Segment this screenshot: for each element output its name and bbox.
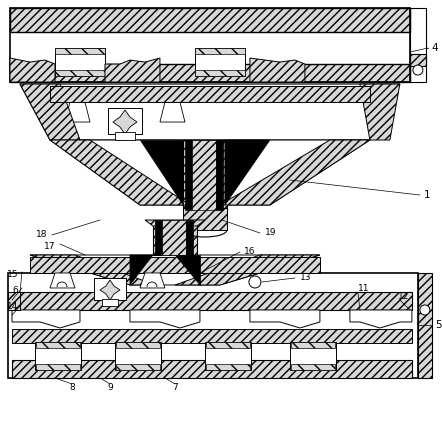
- Circle shape: [420, 305, 430, 315]
- Polygon shape: [220, 140, 370, 205]
- Polygon shape: [225, 140, 270, 205]
- Text: 8: 8: [69, 383, 75, 392]
- Bar: [12, 329, 412, 343]
- Polygon shape: [20, 84, 80, 140]
- Text: 4: 4: [432, 43, 438, 53]
- Polygon shape: [160, 102, 185, 122]
- Polygon shape: [140, 140, 183, 205]
- Bar: [36, 342, 80, 348]
- Text: 5: 5: [435, 320, 442, 330]
- Polygon shape: [30, 255, 320, 285]
- Text: 11: 11: [358, 285, 370, 293]
- Bar: [195, 48, 245, 54]
- Polygon shape: [145, 220, 205, 226]
- Polygon shape: [350, 310, 412, 328]
- Bar: [35, 342, 81, 370]
- Bar: [102, 299, 118, 306]
- Bar: [94, 278, 126, 300]
- Text: 14: 14: [7, 302, 18, 312]
- Polygon shape: [250, 310, 320, 328]
- Bar: [108, 108, 142, 134]
- Bar: [216, 140, 223, 210]
- Polygon shape: [50, 140, 190, 205]
- Bar: [185, 140, 192, 210]
- Bar: [116, 364, 160, 370]
- Polygon shape: [65, 102, 90, 122]
- Polygon shape: [12, 310, 80, 328]
- Bar: [10, 8, 410, 32]
- Polygon shape: [140, 273, 165, 288]
- Text: 19: 19: [265, 228, 276, 238]
- Bar: [195, 48, 245, 76]
- Text: 15: 15: [7, 271, 18, 279]
- Bar: [50, 86, 370, 102]
- Text: 1: 1: [424, 190, 431, 200]
- Bar: [8, 273, 418, 378]
- Bar: [30, 257, 320, 273]
- Bar: [410, 54, 426, 66]
- Polygon shape: [10, 58, 55, 82]
- Bar: [183, 208, 227, 230]
- Bar: [206, 342, 250, 348]
- Bar: [410, 8, 426, 82]
- Text: 18: 18: [35, 231, 47, 239]
- Circle shape: [413, 65, 423, 75]
- Text: 13: 13: [300, 274, 312, 282]
- Text: 9: 9: [107, 383, 113, 392]
- Bar: [291, 364, 335, 370]
- Polygon shape: [113, 110, 137, 134]
- Bar: [55, 48, 105, 76]
- Bar: [192, 140, 216, 210]
- Text: 7: 7: [172, 383, 178, 392]
- Bar: [116, 342, 160, 348]
- Bar: [153, 220, 197, 255]
- Bar: [186, 220, 193, 255]
- Polygon shape: [250, 58, 305, 82]
- Bar: [115, 132, 135, 140]
- Polygon shape: [50, 273, 75, 288]
- Text: 16: 16: [244, 247, 255, 257]
- Bar: [10, 64, 410, 82]
- Polygon shape: [130, 255, 153, 285]
- Bar: [36, 364, 80, 370]
- Bar: [55, 48, 105, 54]
- Polygon shape: [30, 255, 155, 285]
- Polygon shape: [130, 310, 200, 328]
- Polygon shape: [175, 255, 320, 285]
- Bar: [162, 220, 186, 255]
- Circle shape: [249, 276, 261, 288]
- Bar: [183, 140, 227, 210]
- Bar: [8, 292, 20, 310]
- Bar: [195, 70, 245, 76]
- Bar: [291, 342, 335, 348]
- Polygon shape: [175, 255, 200, 285]
- Bar: [418, 273, 432, 378]
- Polygon shape: [50, 140, 370, 205]
- Polygon shape: [360, 84, 400, 140]
- Text: 12: 12: [398, 293, 409, 301]
- Polygon shape: [20, 84, 400, 140]
- Bar: [205, 342, 251, 370]
- Bar: [290, 342, 336, 370]
- Bar: [10, 8, 410, 82]
- Polygon shape: [100, 280, 120, 300]
- Bar: [12, 292, 412, 310]
- Bar: [206, 364, 250, 370]
- Bar: [155, 220, 162, 255]
- Bar: [115, 342, 161, 370]
- Text: 6: 6: [12, 286, 18, 296]
- Polygon shape: [105, 58, 160, 82]
- Text: 17: 17: [43, 242, 55, 252]
- Bar: [55, 70, 105, 76]
- Bar: [12, 360, 412, 378]
